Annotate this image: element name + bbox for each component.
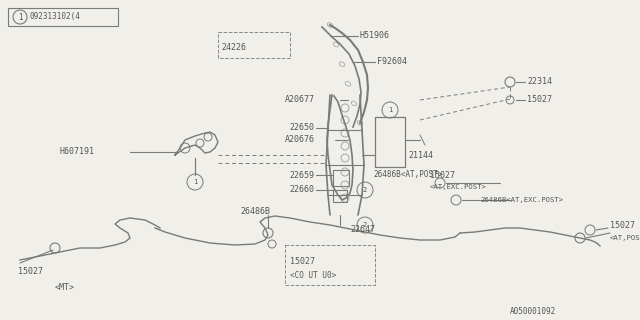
Text: F92604: F92604: [377, 58, 407, 67]
Bar: [218, 32, 290, 58]
Text: 2: 2: [363, 222, 367, 228]
Text: 092313102(4: 092313102(4: [30, 12, 81, 21]
Text: 15027: 15027: [527, 95, 552, 105]
Text: 2: 2: [363, 187, 367, 193]
Text: A050001092: A050001092: [510, 308, 556, 316]
Text: <AT,EXC.POST>: <AT,EXC.POST>: [430, 184, 487, 190]
Text: 1: 1: [193, 179, 197, 185]
Text: 26486B: 26486B: [240, 207, 270, 217]
Text: 26486B<AT,POST>: 26486B<AT,POST>: [373, 171, 442, 180]
Text: 21144: 21144: [408, 150, 433, 159]
Bar: [375, 117, 405, 167]
Text: H51906: H51906: [360, 31, 390, 41]
Text: 26486B<AT,EXC.POST>: 26486B<AT,EXC.POST>: [480, 197, 563, 203]
Text: H607191: H607191: [60, 148, 95, 156]
Text: A20676: A20676: [285, 135, 315, 145]
Text: 15027: 15027: [430, 171, 455, 180]
Bar: [285, 245, 375, 285]
Text: 22650: 22650: [289, 124, 314, 132]
Text: 22659: 22659: [289, 171, 314, 180]
Bar: [8, 8, 118, 26]
Bar: [333, 190, 347, 202]
Text: <CO UT U0>: <CO UT U0>: [290, 270, 336, 279]
Text: 1: 1: [18, 12, 22, 21]
Text: <MT>: <MT>: [55, 284, 75, 292]
Text: 1: 1: [388, 107, 392, 113]
Text: 15027: 15027: [290, 258, 315, 267]
Text: 22660: 22660: [289, 186, 314, 195]
Text: <AT,POST>: <AT,POST>: [610, 235, 640, 241]
Bar: [333, 170, 349, 186]
Text: 24226: 24226: [221, 43, 246, 52]
Text: A20677: A20677: [285, 95, 315, 105]
Text: 22314: 22314: [527, 77, 552, 86]
Text: 22647: 22647: [350, 226, 375, 235]
Text: 15027: 15027: [610, 220, 635, 229]
Text: 15027: 15027: [18, 268, 43, 276]
